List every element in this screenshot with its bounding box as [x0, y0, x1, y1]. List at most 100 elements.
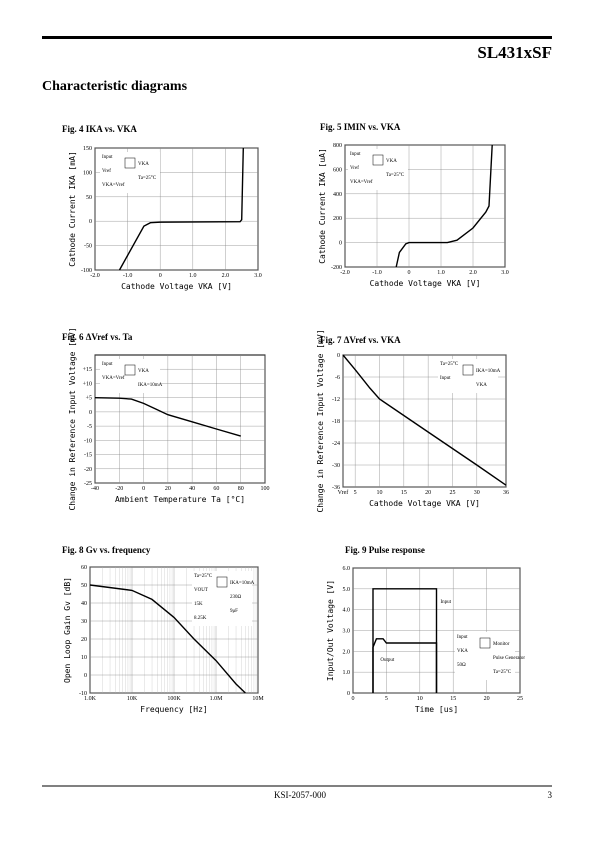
- y-tick-label: 5.0: [343, 587, 351, 593]
- x-tick-label: -1.0: [372, 270, 382, 276]
- annotation: IKA=10mA: [230, 581, 255, 586]
- series-label: Output: [380, 658, 395, 663]
- inset-box: [438, 359, 498, 393]
- annotation: Vref: [350, 166, 359, 171]
- chart-title: Fig. 7 ΔVref vs. VKA: [320, 335, 401, 345]
- curve: [342, 354, 507, 486]
- x-tick-label: 10: [376, 490, 382, 496]
- y-tick-label: -10: [84, 438, 92, 444]
- annotation: VKA=Vref: [102, 183, 125, 188]
- x-tick-label: 1.0: [189, 273, 197, 279]
- annotation: 9μF: [230, 609, 238, 614]
- y-tick-label: 2.0: [343, 649, 351, 655]
- schematic-symbol: [124, 157, 136, 169]
- series-label: Input: [441, 600, 452, 605]
- x-tick-label: 10M: [252, 696, 264, 702]
- chart-title: Fig. 5 IMIN vs. VKA: [320, 122, 401, 132]
- y-tick-label: 0: [89, 219, 92, 225]
- annotation: Input: [102, 155, 113, 160]
- x-tick-label: 5: [354, 490, 357, 496]
- inset-box: [100, 152, 160, 193]
- y-tick-label: 60: [81, 565, 87, 571]
- x-tick-label: 100: [261, 486, 270, 492]
- x-tick-label: -20: [115, 486, 123, 492]
- curve: [372, 588, 438, 693]
- inset-box: [348, 149, 408, 190]
- y-tick-label: 0: [339, 241, 342, 247]
- y-tick-label: 100: [83, 170, 92, 176]
- y-tick-label: -20: [84, 467, 92, 473]
- y-tick-label: 20: [81, 637, 87, 643]
- x-axis-label: Cathode Voltage VKA [V]: [370, 279, 481, 288]
- x-tick-label: 60: [213, 486, 219, 492]
- x-tick-label: 1.0: [437, 270, 445, 276]
- y-tick-label: -5: [87, 424, 92, 430]
- annotation: VKA=Vref: [102, 376, 125, 381]
- y-tick-label: +15: [83, 367, 92, 373]
- annotation: Ta=25°C: [493, 670, 512, 675]
- y-tick-label: -12: [332, 397, 340, 403]
- chart-title: Fig. 4 IKA vs. VKA: [62, 124, 137, 134]
- x-tick-label: 20: [165, 486, 171, 492]
- annotation: Ta=25°C: [194, 574, 213, 579]
- y-tick-label: 0: [337, 353, 340, 359]
- y-axis-label: Change in Reference Input Voltage [mV]: [316, 329, 325, 512]
- part-number: SL431xSF: [477, 43, 552, 62]
- y-tick-label: 30: [81, 619, 87, 625]
- schematic-symbol: [124, 364, 136, 376]
- x-tick-label: 30: [474, 490, 480, 496]
- y-tick-label: 3.0: [343, 629, 351, 635]
- curve: [89, 584, 246, 694]
- x-tick-label: 0: [142, 486, 145, 492]
- y-tick-label: 400: [333, 192, 342, 198]
- y-tick-label: 40: [81, 601, 87, 607]
- y-tick-label: 6.0: [343, 566, 351, 572]
- section-title: Characteristic diagrams: [42, 79, 188, 94]
- x-tick-label: 25: [449, 490, 455, 496]
- x-axis-label: Frequency [Hz]: [140, 705, 207, 714]
- y-tick-label: -6: [335, 375, 340, 381]
- x-tick-label: 10K: [127, 696, 138, 702]
- curve: [372, 638, 438, 693]
- y-tick-label: -24: [332, 441, 340, 447]
- page-number: 3: [548, 790, 553, 800]
- x-axis-label: Cathode Voltage VKA [V]: [369, 499, 480, 508]
- y-tick-label: -30: [332, 463, 340, 469]
- curve: [395, 144, 493, 268]
- y-tick-label: 4.0: [343, 608, 351, 614]
- annotation: Monitor: [493, 642, 510, 647]
- annotation: Ta=25°C: [386, 173, 405, 178]
- x-tick-label: Vref: [338, 489, 349, 496]
- x-tick-label: 3.0: [254, 273, 262, 279]
- annotation: VKA: [386, 159, 397, 164]
- annotation: VKA: [457, 649, 468, 654]
- y-tick-label: -18: [332, 419, 340, 425]
- y-tick-label: 200: [333, 216, 342, 222]
- x-tick-label: -2.0: [340, 270, 350, 276]
- y-tick-label: -15: [84, 453, 92, 459]
- annotation: Vref: [102, 169, 111, 174]
- annotation: VKA=Vref: [350, 180, 373, 185]
- annotation: Input: [350, 152, 361, 157]
- y-axis-label: Change in Reference Input Voltage [mV]: [68, 327, 77, 510]
- schematic-symbol: [372, 154, 384, 166]
- y-axis-label: Cathode Current IKA [mA]: [68, 151, 77, 267]
- x-tick-label: 1.0K: [84, 696, 97, 702]
- annotation: VKA: [476, 383, 487, 388]
- y-tick-label: -200: [331, 265, 342, 271]
- y-tick-label: 0: [89, 410, 92, 416]
- doc-number: KSI-2057-000: [274, 790, 326, 800]
- annotation: 50Ω: [457, 663, 466, 668]
- schematic-symbol: [462, 364, 474, 376]
- y-axis-label: Input/Out Voltage [V]: [326, 580, 335, 681]
- x-tick-label: -2.0: [90, 273, 100, 279]
- y-tick-label: 1.0: [343, 670, 351, 676]
- y-axis-label: Open Loop Gain Gv [dB]: [63, 577, 72, 683]
- y-tick-label: -25: [84, 481, 92, 487]
- x-axis-label: Cathode Voltage VKA [V]: [121, 282, 232, 291]
- x-tick-label: 15: [401, 490, 407, 496]
- y-tick-label: -50: [84, 244, 92, 250]
- annotation: Ta=25°C: [138, 176, 157, 181]
- annotation: VKA: [138, 369, 149, 374]
- y-tick-label: +5: [86, 396, 92, 402]
